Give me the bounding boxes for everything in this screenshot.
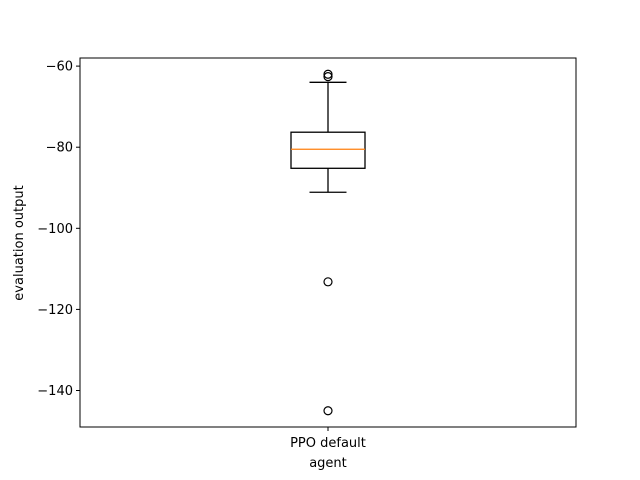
y-axis-title: evaluation output — [12, 185, 27, 300]
outlier-point — [323, 277, 333, 287]
y-axis-ticks: −60 −80 −100 −120 −140 — [37, 60, 80, 399]
boxes-layer — [290, 69, 366, 416]
x-axis-ticks: PPO default — [290, 427, 366, 451]
y-tick-label: −80 — [46, 141, 73, 156]
x-axis-title: agent — [309, 456, 347, 471]
y-tick-label: −120 — [37, 303, 73, 318]
outlier-point — [323, 406, 333, 416]
y-tick-label: −100 — [37, 222, 73, 237]
iqr-box — [290, 131, 366, 169]
y-tick-label: −140 — [37, 384, 73, 399]
x-tick-label: PPO default — [290, 436, 366, 451]
outlier-point — [323, 69, 333, 79]
outlier-point — [323, 72, 333, 82]
y-tick-label: −60 — [46, 60, 73, 75]
